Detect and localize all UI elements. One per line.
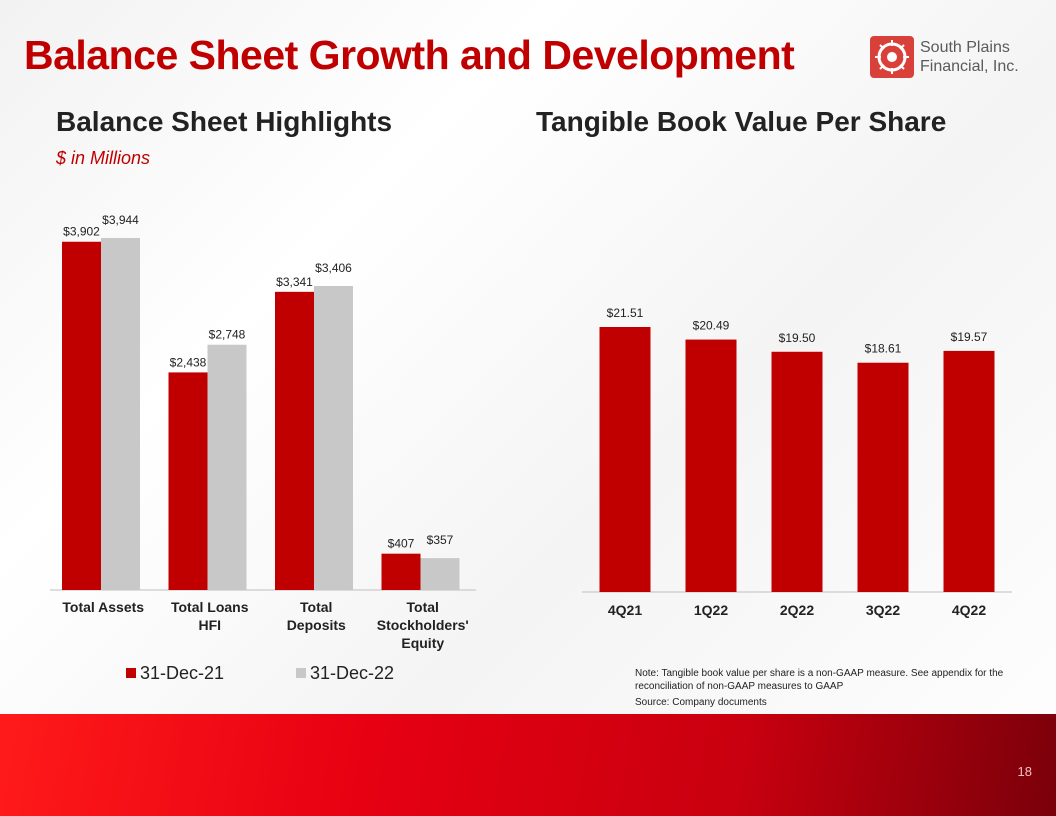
bar-tbv [857, 362, 909, 592]
bar-31-dec-21 [168, 372, 208, 590]
bar-tbv [685, 339, 737, 592]
data-label: $3,902 [63, 225, 100, 239]
bar-31-dec-22 [314, 286, 353, 590]
data-label: $3,406 [315, 261, 352, 275]
logo-text: South Plains Financial, Inc. [920, 38, 1019, 76]
bar-31-dec-21 [381, 553, 421, 590]
bar-31-dec-21 [275, 291, 314, 590]
category-label: HFI [198, 617, 221, 633]
category-label: 3Q22 [866, 602, 900, 618]
bar-31-dec-22 [101, 238, 140, 590]
slide-title: Balance Sheet Growth and Development [24, 32, 795, 78]
category-label: 4Q22 [952, 602, 986, 618]
balance-sheet-heading: Balance Sheet Highlights [56, 106, 393, 137]
data-label: $21.51 [607, 306, 644, 320]
category-label: Total Loans [171, 599, 249, 615]
data-label: $19.50 [779, 331, 816, 345]
category-label: Total [300, 599, 332, 615]
category-label: Deposits [287, 617, 346, 633]
data-label: $357 [427, 533, 454, 547]
legend-swatch [126, 668, 136, 678]
logo-icon [870, 36, 914, 78]
legend-label: 31-Dec-22 [310, 663, 394, 683]
tbv-heading: Tangible Book Value Per Share [536, 106, 947, 137]
data-label: $19.57 [951, 330, 988, 344]
bar-tbv [771, 351, 823, 592]
category-label: Total Assets [62, 599, 144, 615]
source-note: Source: Company documents [635, 697, 767, 708]
data-label: $3,341 [276, 275, 313, 289]
data-label: $2,438 [170, 355, 207, 369]
data-label: $18.61 [865, 342, 902, 356]
bar-31-dec-21 [62, 241, 101, 590]
category-label: Stockholders' [377, 617, 469, 633]
data-label: $20.49 [693, 319, 730, 333]
company-logo: South Plains Financial, Inc. [870, 36, 1050, 80]
bar-tbv [943, 350, 995, 592]
units-subtitle: $ in Millions [56, 148, 151, 168]
data-label: $407 [388, 537, 415, 551]
legend-swatch [296, 668, 306, 678]
category-label: Equity [401, 635, 444, 651]
data-label: $2,748 [209, 328, 246, 342]
bar-31-dec-22 [420, 558, 460, 590]
legend-label: 31-Dec-21 [140, 663, 224, 683]
category-label: Total [407, 599, 439, 615]
data-label: $3,944 [102, 213, 139, 227]
footer-band [0, 714, 1056, 816]
category-label: 4Q21 [608, 602, 642, 618]
category-label: 2Q22 [780, 602, 814, 618]
logo-line-2: Financial, Inc. [920, 58, 1019, 75]
category-label: 1Q22 [694, 602, 728, 618]
bar-tbv [599, 327, 651, 592]
logo-line-1: South Plains [920, 39, 1010, 56]
page-number: 18 [1017, 764, 1032, 779]
footnote: Note: Tangible book value per share is a… [635, 668, 1004, 692]
bar-31-dec-22 [207, 344, 247, 590]
